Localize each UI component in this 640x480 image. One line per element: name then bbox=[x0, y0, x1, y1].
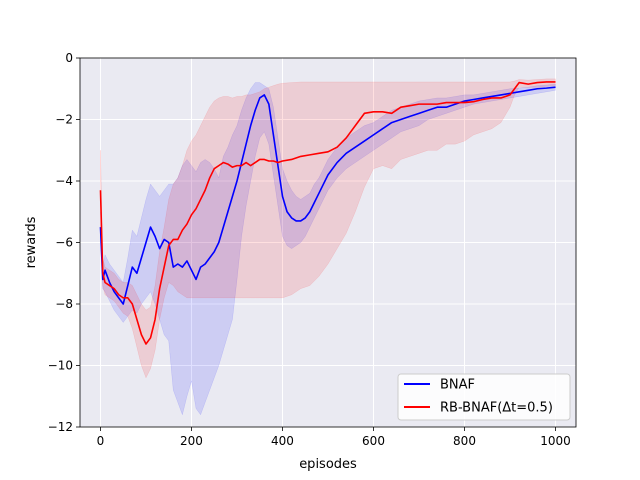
legend-box bbox=[397, 373, 571, 421]
y-axis-label: rewards bbox=[24, 216, 39, 268]
confidence-bands bbox=[100, 78, 556, 416]
y-tick-label: 0 bbox=[65, 51, 73, 65]
y-tick-label: −10 bbox=[48, 359, 73, 373]
x-tick-label: 600 bbox=[362, 434, 385, 448]
x-tick-label: 200 bbox=[180, 434, 203, 448]
x-tick-label: 800 bbox=[453, 434, 476, 448]
x-tick-label: 1000 bbox=[540, 434, 571, 448]
line-bnaf bbox=[99, 86, 556, 305]
y-tick-label: −4 bbox=[55, 174, 73, 188]
legend: BNAF RB-BNAF(Δt=0.5) bbox=[397, 373, 571, 421]
x-tick-label: 400 bbox=[271, 434, 294, 448]
y-tick-label: −2 bbox=[55, 113, 73, 127]
y-tick-label: −8 bbox=[55, 297, 73, 311]
grid-lines bbox=[80, 57, 576, 428]
series-lines bbox=[99, 81, 556, 345]
y-tick-label: −12 bbox=[48, 420, 73, 434]
line-rb-bnaf bbox=[99, 81, 556, 345]
legend-label-bnaf: BNAF bbox=[440, 378, 475, 393]
x-axis-label: episodes bbox=[299, 457, 357, 472]
band-bnaf bbox=[100, 82, 556, 416]
x-axis-ticks: 0 200 400 600 800 1000 bbox=[97, 427, 571, 448]
plot-frame bbox=[79, 57, 577, 428]
x-tick-label: 0 bbox=[97, 434, 105, 448]
y-tick-label: −6 bbox=[55, 236, 73, 250]
band-rb-bnaf bbox=[100, 78, 556, 379]
y-axis-ticks: 0 −2 −4 −6 −8 −10 −12 bbox=[48, 51, 80, 434]
legend-label-rb-bnaf: RB-BNAF(Δt=0.5) bbox=[440, 401, 553, 416]
